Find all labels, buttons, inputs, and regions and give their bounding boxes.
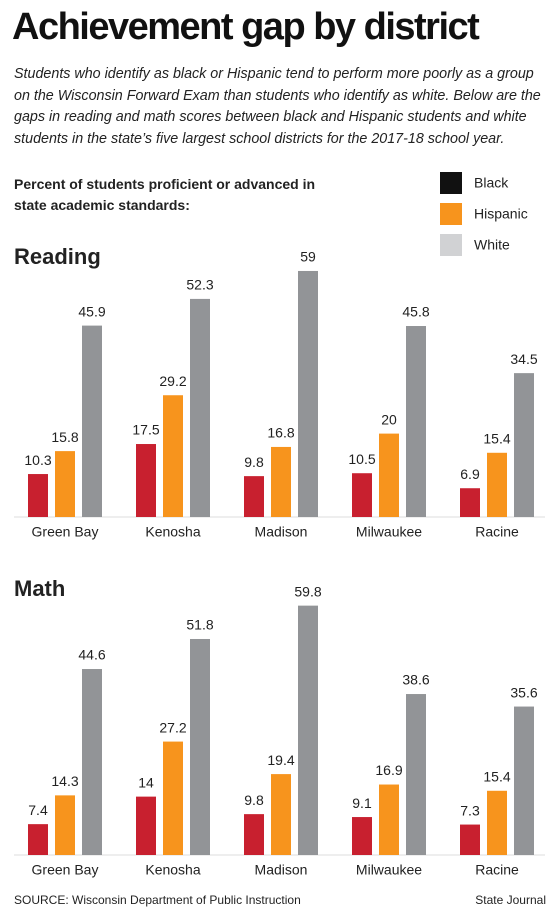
value-label: 44.6 (78, 647, 105, 663)
bar (379, 784, 399, 855)
value-label: 9.8 (244, 792, 264, 808)
subtitle: Students who identify as black or Hispan… (14, 66, 541, 147)
bar (82, 325, 102, 517)
x-tick-label: Green Bay (32, 862, 99, 878)
bar (406, 326, 426, 517)
legend-label: White (474, 237, 510, 253)
value-label: 15.4 (483, 768, 510, 784)
value-label: 7.3 (460, 802, 480, 818)
value-label: 59 (300, 249, 316, 265)
bar (244, 814, 264, 855)
bar (487, 790, 507, 855)
bar (136, 444, 156, 517)
bar (460, 488, 480, 517)
bar (55, 795, 75, 855)
legend-title: Percent of students proficient or advanc… (14, 176, 316, 213)
value-label: 29.2 (159, 373, 186, 389)
value-label: 9.8 (244, 454, 264, 470)
value-label: 38.6 (402, 672, 429, 688)
bar (352, 473, 372, 517)
x-tick-label: Madison (255, 524, 308, 540)
value-label: 19.4 (267, 752, 294, 768)
bar (271, 774, 291, 855)
x-tick-label: Milwaukee (356, 524, 422, 540)
value-label: 17.5 (132, 422, 159, 438)
x-tick-label: Milwaukee (356, 862, 422, 878)
value-label: 51.8 (186, 617, 213, 633)
x-tick-label: Racine (475, 524, 519, 540)
x-tick-label: Kenosha (145, 524, 200, 540)
value-label: 20 (381, 411, 397, 427)
bar (406, 694, 426, 855)
bar (352, 817, 372, 855)
source: SOURCE: Wisconsin Department of Public I… (14, 893, 301, 907)
value-label: 15.4 (483, 430, 510, 446)
value-label: 34.5 (510, 351, 537, 367)
bar (28, 474, 48, 517)
value-label: 16.9 (375, 762, 402, 778)
bar (514, 706, 534, 855)
chart-title: Math (14, 576, 65, 601)
bar (271, 446, 291, 517)
legend-swatch (440, 203, 462, 225)
bar (163, 395, 183, 517)
title: Achievement gap by district (12, 6, 480, 48)
value-label: 45.8 (402, 304, 429, 320)
bar (136, 796, 156, 855)
legend-swatch (440, 234, 462, 256)
bar (190, 298, 210, 517)
credit: State Journal (475, 893, 546, 907)
value-label: 7.4 (28, 802, 48, 818)
bar (487, 452, 507, 517)
bar (379, 433, 399, 517)
value-label: 10.3 (24, 452, 51, 468)
bar (163, 741, 183, 855)
legend-swatch (440, 172, 462, 194)
value-label: 6.9 (460, 466, 480, 482)
x-tick-label: Kenosha (145, 862, 200, 878)
x-tick-label: Green Bay (32, 524, 99, 540)
bar (82, 669, 102, 855)
x-tick-label: Madison (255, 862, 308, 878)
chart-title: Reading (14, 244, 101, 269)
value-label: 14 (138, 774, 154, 790)
bar (55, 451, 75, 517)
legend-label: Hispanic (474, 206, 528, 222)
bar (298, 270, 318, 517)
value-label: 15.8 (51, 429, 78, 445)
bar (460, 824, 480, 855)
bar (28, 824, 48, 855)
bar (514, 373, 534, 517)
value-label: 16.8 (267, 425, 294, 441)
value-label: 14.3 (51, 773, 78, 789)
legend-label: Black (474, 175, 509, 191)
value-label: 59.8 (294, 583, 321, 599)
value-label: 27.2 (159, 719, 186, 735)
value-label: 45.9 (78, 303, 105, 319)
value-label: 10.5 (348, 451, 375, 467)
value-label: 35.6 (510, 684, 537, 700)
bar (244, 476, 264, 517)
value-label: 9.1 (352, 795, 372, 811)
bar (190, 638, 210, 855)
bar (298, 605, 318, 855)
x-tick-label: Racine (475, 862, 519, 878)
value-label: 52.3 (186, 277, 213, 293)
